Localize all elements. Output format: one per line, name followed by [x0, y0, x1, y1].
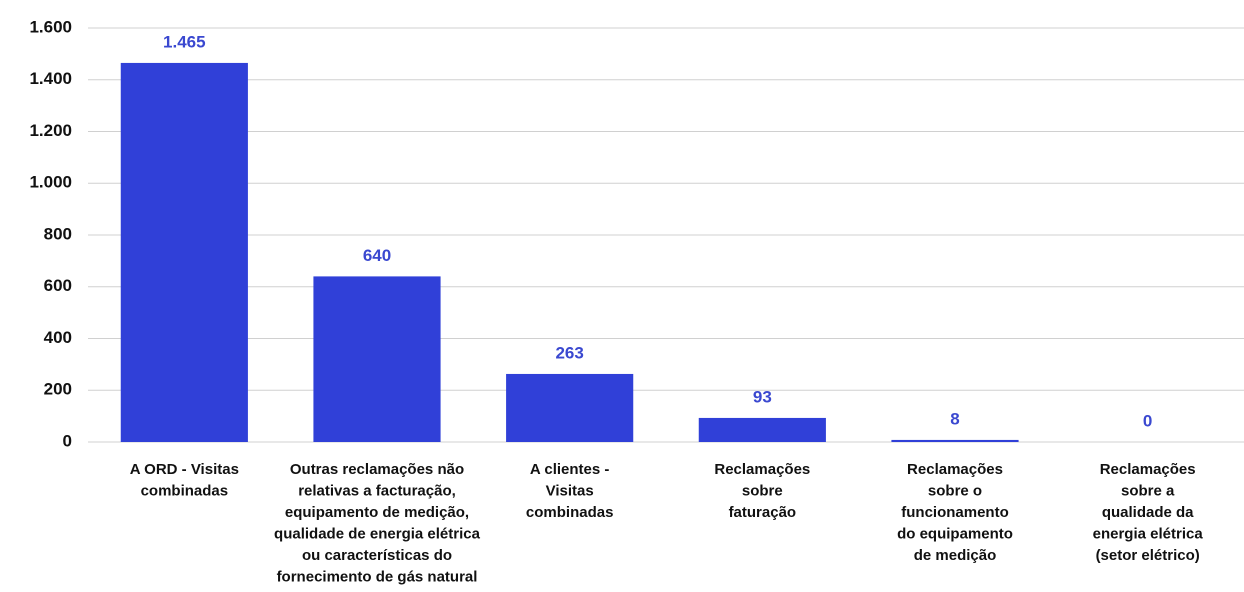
x-tick-label-line: ou características do	[302, 547, 452, 564]
y-tick-label: 600	[44, 276, 72, 295]
bar	[891, 439, 1019, 442]
x-tick-label-line: Reclamações	[714, 461, 810, 478]
value-label: 1.465	[163, 32, 206, 51]
x-tick-label-line: combinadas	[141, 482, 229, 499]
x-tick-label-line: faturação	[729, 504, 797, 521]
x-tick-label-line: A clientes -	[530, 461, 609, 478]
value-label: 640	[363, 246, 391, 265]
x-tick-label-line: A ORD - Visitas	[130, 461, 239, 478]
x-tick-label-line: Reclamações	[1100, 461, 1196, 478]
x-tick-label: Reclamações sobre o funcionamento do equipa…	[897, 461, 1013, 564]
x-tick-label: A ORD - Visitas combinadas	[130, 461, 239, 500]
x-tick-label-line: (setor elétrico)	[1096, 547, 1200, 564]
x-tick-label-line: fornecimento de gás natural	[277, 568, 478, 585]
x-tick-label-line: sobre a	[1121, 482, 1175, 499]
x-tick-label-line: de medição	[914, 547, 997, 564]
x-tick-label-line: energia elétrica	[1093, 525, 1204, 542]
bar	[698, 417, 826, 442]
y-tick-label: 1.600	[29, 17, 72, 36]
y-tick-label: 1.200	[29, 121, 72, 140]
x-tick-label-line: relativas a facturação,	[298, 482, 456, 499]
x-tick-label-line: equipamento de medição,	[285, 504, 469, 521]
x-tick-label-line: sobre o	[928, 482, 982, 499]
y-tick-label: 800	[44, 224, 72, 243]
value-label: 0	[1143, 411, 1152, 430]
x-tick-label-line: qualidade da	[1102, 504, 1194, 521]
y-tick-label: 0	[63, 431, 72, 450]
x-tick-label-line: Reclamações	[907, 461, 1003, 478]
bar	[120, 62, 248, 443]
value-label: 263	[555, 343, 583, 362]
bar	[313, 276, 441, 442]
x-tick-label-line: do equipamento	[897, 525, 1013, 542]
y-tick-label: 1.000	[29, 173, 72, 192]
y-tick-label: 200	[44, 380, 72, 399]
value-label: 93	[753, 387, 772, 406]
x-tick-label-line: Outras reclamações não	[290, 461, 464, 478]
y-tick-label: 1.400	[29, 69, 72, 88]
x-tick-label: Reclamações sobre a qualidade da energia el…	[1093, 461, 1204, 564]
x-tick-label: A clientes - Visitas combinadas	[526, 461, 614, 521]
x-tick-label-line: sobre	[742, 482, 783, 499]
value-label: 8	[950, 409, 959, 428]
x-tick-label: Outras reclamações não relativas a factur…	[274, 461, 481, 586]
x-tick-label-line: combinadas	[526, 504, 614, 521]
x-tick-label-line: funcionamento	[901, 504, 1009, 521]
bar	[506, 373, 634, 442]
y-tick-label: 400	[44, 328, 72, 347]
x-tick-label-line: qualidade de energia elétrica	[274, 525, 481, 542]
x-tick-label-line: Visitas	[546, 482, 594, 499]
x-tick-label: Reclamações sobre faturação	[714, 461, 810, 521]
